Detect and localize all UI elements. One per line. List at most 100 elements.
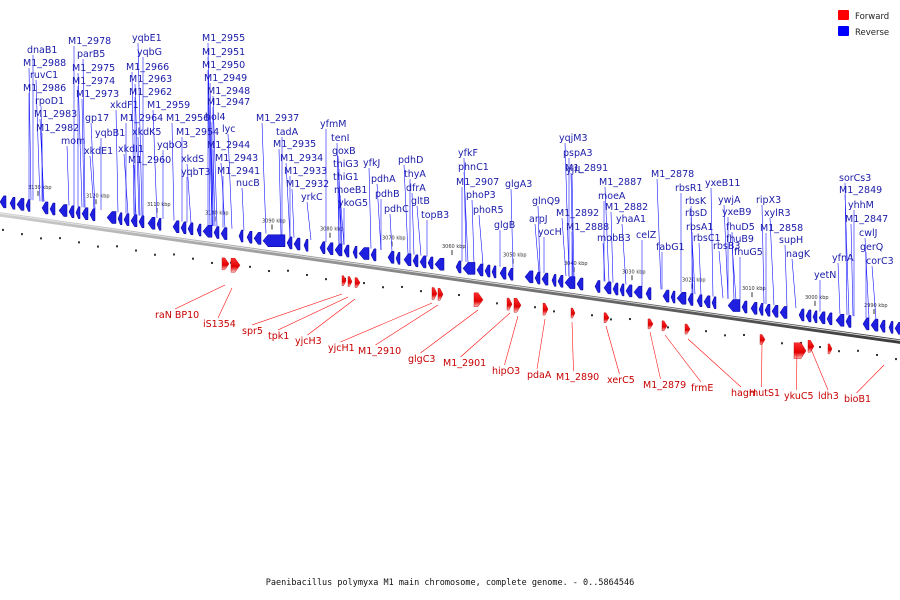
reverse-gene-arrow	[625, 284, 633, 298]
reverse-gene-label: supH	[779, 235, 803, 246]
reverse-gene-arrow	[484, 264, 491, 278]
reverse-gene-arrow	[130, 214, 138, 227]
scale-minor-tick	[249, 265, 251, 268]
reverse-gene-leader	[718, 250, 724, 299]
reverse-gene-label: nucB	[236, 178, 260, 189]
reverse-gene-label: yfkJ	[363, 158, 380, 169]
reverse-gene-arrow	[676, 291, 687, 305]
reverse-gene-leader	[212, 95, 218, 227]
reverse-gene-arrow	[334, 243, 343, 257]
reverse-gene-label: M1_2947	[207, 97, 250, 108]
reverse-gene-arrow	[870, 318, 879, 332]
reverse-gene-label: corC3	[866, 256, 894, 267]
scale-tick-label: 3000 kbp	[805, 295, 829, 301]
reverse-gene-label: yxeB11	[705, 178, 740, 189]
reverse-gene-label: M1_2956	[166, 113, 209, 124]
reverse-gene-arrow	[41, 201, 49, 215]
reverse-gene-leader	[339, 194, 345, 245]
reverse-gene-label: goxB	[332, 146, 356, 157]
reverse-gene-label: M1_2935	[273, 139, 316, 150]
reverse-gene-leader	[731, 243, 737, 300]
reverse-gene-leader	[871, 265, 877, 320]
reverse-gene-arrow	[196, 223, 202, 237]
reverse-gene-label: moeB1	[334, 185, 367, 196]
reverse-gene-leader	[784, 244, 788, 307]
reverse-gene-arrow	[319, 241, 326, 254]
forward-gene-leader	[649, 331, 661, 380]
reverse-gene-leader	[209, 82, 213, 226]
reverse-gene-label: M1_2932	[286, 179, 329, 190]
scale-minor-tick	[724, 334, 726, 337]
reverse-gene-arrow	[727, 299, 741, 312]
scale-minor-tick	[268, 270, 270, 273]
reverse-gene-leader	[368, 167, 372, 249]
legend-forward-label: Forward	[855, 12, 889, 22]
reverse-gene-label: M1_2975	[72, 63, 115, 74]
reverse-gene-leader	[82, 58, 86, 208]
reverse-gene-leader	[837, 262, 841, 315]
reverse-gene-leader	[291, 188, 295, 238]
reverse-gene-label: M1_2964	[120, 113, 163, 124]
forward-gene-label: xerC5	[607, 375, 635, 386]
reverse-gene-leader	[227, 133, 233, 229]
forward-gene-leader	[571, 321, 574, 372]
forward-gene-label: pdaA	[527, 370, 552, 381]
reverse-gene-label: M1_2937	[256, 113, 299, 124]
scale-tick-label: 3080 kbp	[320, 227, 344, 233]
scale-minor-tick	[496, 302, 498, 305]
reverse-gene-arrow	[603, 281, 612, 295]
reverse-gene-leader	[403, 164, 409, 254]
scale-minor-tick	[534, 306, 536, 309]
reverse-gene-label: rbsA1	[686, 222, 713, 233]
reverse-gene-leader	[77, 72, 83, 208]
reverse-gene-leader	[534, 223, 540, 273]
forward-gene-leader	[605, 325, 620, 375]
reverse-gene-leader	[89, 155, 95, 210]
reverse-gene-arrow	[106, 211, 117, 224]
reverse-gene-label: gltB	[411, 196, 430, 207]
reverse-gene-label: gerQ	[860, 242, 883, 253]
reverse-gene-label: yetN	[814, 270, 836, 281]
reverse-gene-leader	[306, 201, 312, 241]
reverse-gene-label: M1_2943	[215, 153, 258, 164]
reverse-gene-label: ykoG5	[338, 198, 368, 209]
reverse-gene-leader	[564, 142, 570, 277]
reverse-gene-label: glnQ9	[532, 196, 560, 207]
legend-reverse-swatch	[838, 26, 849, 36]
scale-minor-tick	[211, 261, 213, 264]
forward-gene-label: tpk1	[268, 331, 289, 342]
reverse-gene-arrow	[551, 274, 557, 287]
reverse-gene-label: M1_2982	[36, 123, 79, 134]
reverse-gene-label: yrkC	[301, 192, 323, 203]
forward-gene-arrow	[437, 288, 444, 301]
reverse-gene-arrow	[771, 305, 779, 318]
reverse-gene-arrow	[202, 224, 213, 238]
scale-minor-tick	[420, 290, 422, 293]
reverse-gene-arrow	[711, 296, 717, 310]
reverse-gene-leader	[416, 205, 422, 256]
forward-gene-arrow	[661, 320, 668, 332]
reverse-gene-label: M1_2882	[605, 202, 648, 213]
scale-minor-tick	[610, 318, 612, 321]
reverse-gene-leader	[337, 155, 343, 245]
reverse-gene-arrow	[534, 271, 541, 285]
reverse-gene-label: thiG3	[333, 159, 359, 170]
reverse-gene-arrow	[696, 294, 703, 307]
reverse-gene-arrow	[687, 293, 694, 306]
reverse-gene-arrow	[81, 207, 89, 220]
reverse-gene-label: thyA	[404, 169, 426, 180]
reverse-gene-arrow	[187, 222, 194, 236]
forward-gene-leader	[375, 304, 439, 346]
reverse-gene-arrow	[758, 303, 764, 316]
reverse-gene-arrow	[557, 275, 564, 288]
reverse-gene-leader	[537, 205, 541, 273]
reverse-gene-arrow	[670, 290, 676, 304]
reverse-gene-arrow	[253, 232, 262, 245]
scale-minor-tick	[667, 326, 669, 329]
forward-gene-arrow	[793, 342, 807, 359]
reverse-gene-leader	[133, 164, 137, 216]
reverse-gene-label: mobB3	[597, 233, 631, 244]
scale-minor-tick	[2, 228, 4, 231]
reverse-gene-leader	[471, 199, 475, 264]
reverse-gene-label: fhuD5	[726, 222, 755, 233]
